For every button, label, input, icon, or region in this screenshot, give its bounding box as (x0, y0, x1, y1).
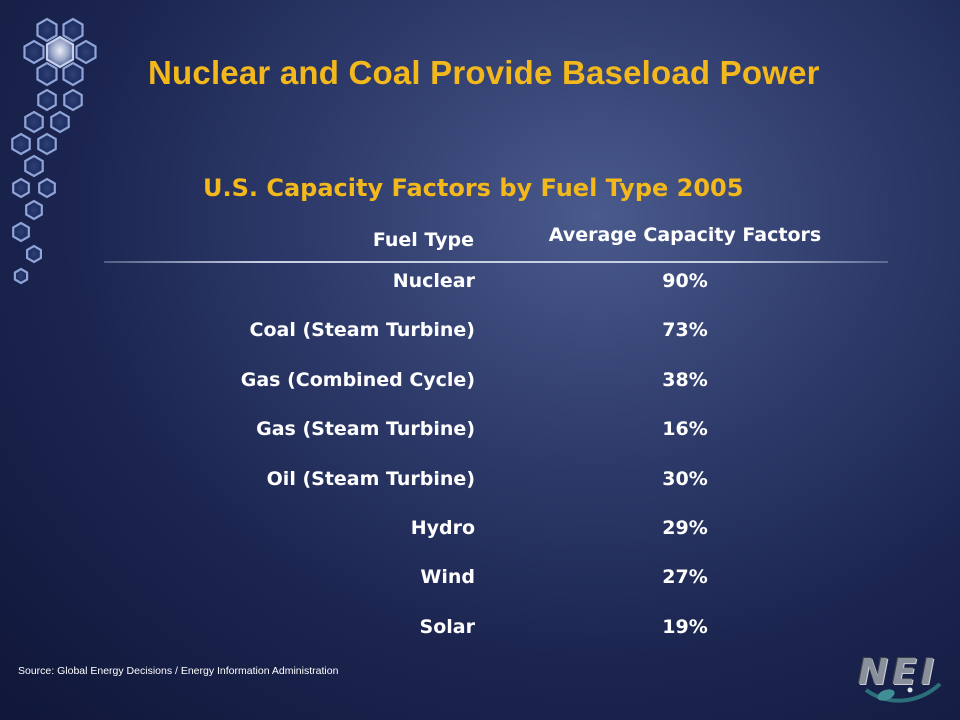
table-row: Nuclear 90% (0, 270, 960, 300)
capacity-factor-cell: 90% (662, 270, 708, 292)
capacity-factor-cell: 16% (662, 418, 708, 441)
nei-logo: NEI (848, 640, 948, 710)
capacity-factor-cell: 29% (662, 517, 708, 539)
table-subtitle: U.S. Capacity Factors by Fuel Type 2005 (203, 174, 744, 202)
table-row: Gas (Combined Cycle) 38% (0, 369, 960, 399)
fuel-type-cell: Hydro (410, 517, 475, 539)
logo-swoosh-icon (864, 682, 942, 703)
capacity-factor-cell: 19% (662, 615, 708, 638)
fuel-type-cell: Gas (Combined Cycle) (240, 368, 475, 391)
fuel-type-cell: Coal (Steam Turbine) (249, 319, 476, 342)
column-header-fuel-type: Fuel Type (372, 229, 474, 251)
header-divider (104, 261, 888, 263)
fuel-type-cell: Wind (420, 566, 475, 589)
column-header-capacity-factor: Average Capacity Factors (548, 224, 822, 246)
fuel-type-cell: Oil (Steam Turbine) (266, 467, 475, 490)
fuel-type-cell: Nuclear (392, 270, 475, 292)
table-row: Coal (Steam Turbine) 73% (0, 319, 960, 349)
capacity-factor-cell: 30% (662, 467, 708, 490)
source-note: Source: Global Energy Decisions / Energy… (18, 665, 339, 677)
fuel-type-cell: Solar (419, 615, 475, 638)
capacity-factor-cell: 27% (662, 566, 708, 589)
logo-text: NEI (858, 652, 939, 693)
table-row: Oil (Steam Turbine) 30% (0, 468, 960, 498)
table-row: Hydro 29% (0, 517, 960, 547)
table-row: Solar 19% (0, 616, 960, 646)
slide-title: Nuclear and Coal Provide Baseload Power (148, 54, 820, 91)
fuel-type-cell: Gas (Steam Turbine) (256, 418, 475, 441)
capacity-factor-cell: 38% (662, 368, 708, 391)
table-row: Gas (Steam Turbine) 16% (0, 418, 960, 448)
table-row: Wind 27% (0, 566, 960, 596)
capacity-factor-cell: 73% (662, 319, 708, 342)
